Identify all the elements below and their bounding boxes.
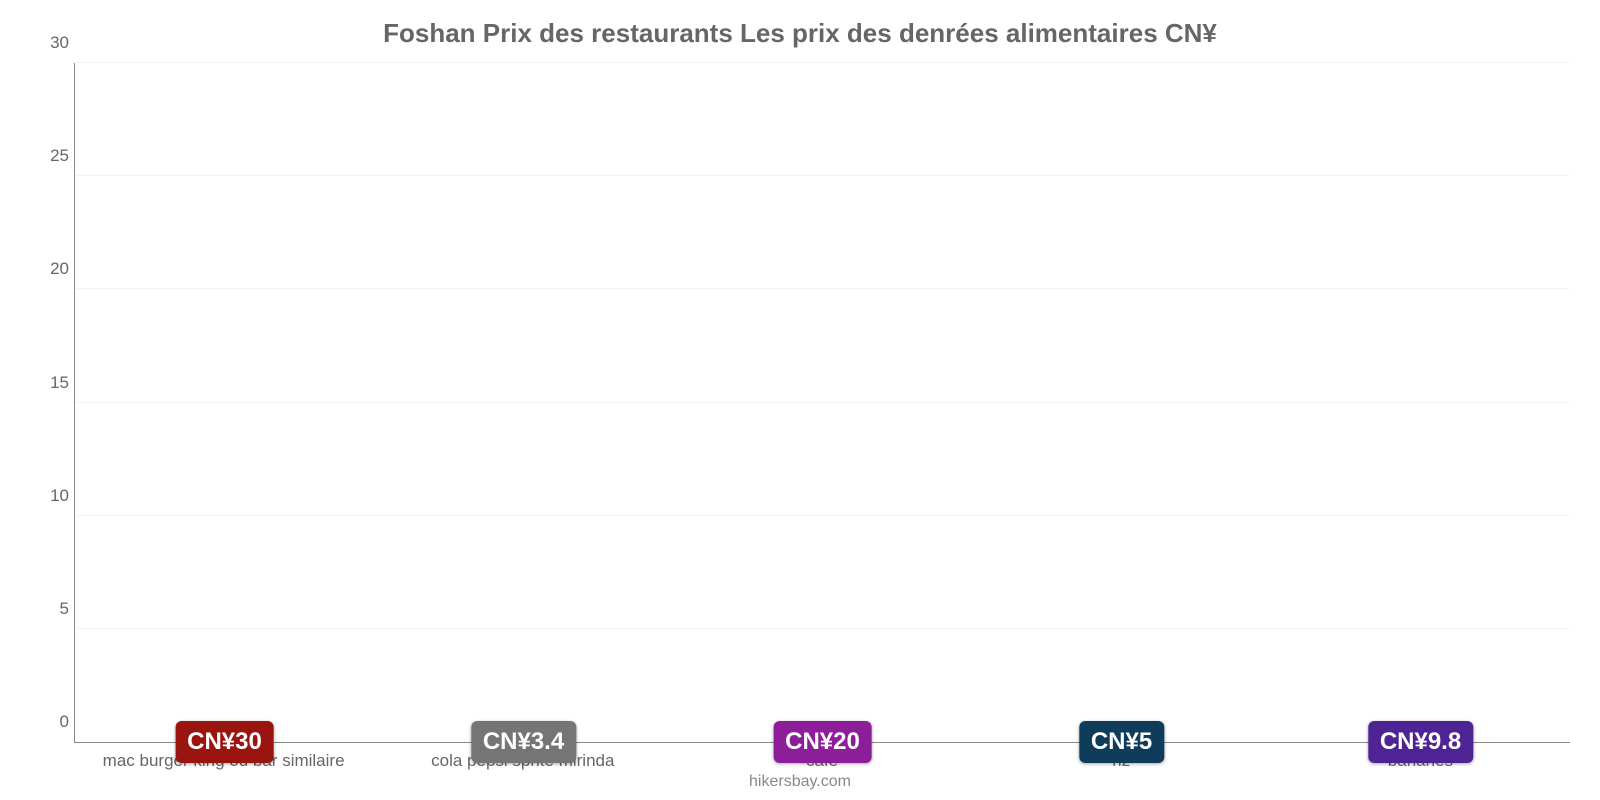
- plot-area: CN¥30CN¥3.4CN¥20CN¥5CN¥9.8 051015202530: [74, 63, 1570, 743]
- gridline: [75, 288, 1570, 289]
- value-badge: CN¥30: [175, 721, 274, 763]
- price-chart: Foshan Prix des restaurants Les prix des…: [0, 0, 1600, 800]
- value-badge: CN¥3.4: [471, 721, 576, 763]
- value-badge: CN¥5: [1079, 721, 1164, 763]
- y-tick-label: 15: [39, 373, 69, 393]
- gridline: [75, 62, 1570, 63]
- y-tick-label: 0: [39, 712, 69, 732]
- gridline: [75, 402, 1570, 403]
- bars-container: CN¥30CN¥3.4CN¥20CN¥5CN¥9.8: [75, 63, 1570, 742]
- y-tick-label: 20: [39, 259, 69, 279]
- y-tick-label: 5: [39, 599, 69, 619]
- chart-title: Foshan Prix des restaurants Les prix des…: [20, 18, 1580, 49]
- y-tick-label: 10: [39, 486, 69, 506]
- value-badge: CN¥20: [773, 721, 872, 763]
- value-badge: CN¥9.8: [1368, 721, 1473, 763]
- gridline: [75, 515, 1570, 516]
- y-tick-label: 30: [39, 33, 69, 53]
- chart-footer: hikersbay.com: [20, 773, 1580, 791]
- gridline: [75, 175, 1570, 176]
- gridline: [75, 628, 1570, 629]
- y-tick-label: 25: [39, 146, 69, 166]
